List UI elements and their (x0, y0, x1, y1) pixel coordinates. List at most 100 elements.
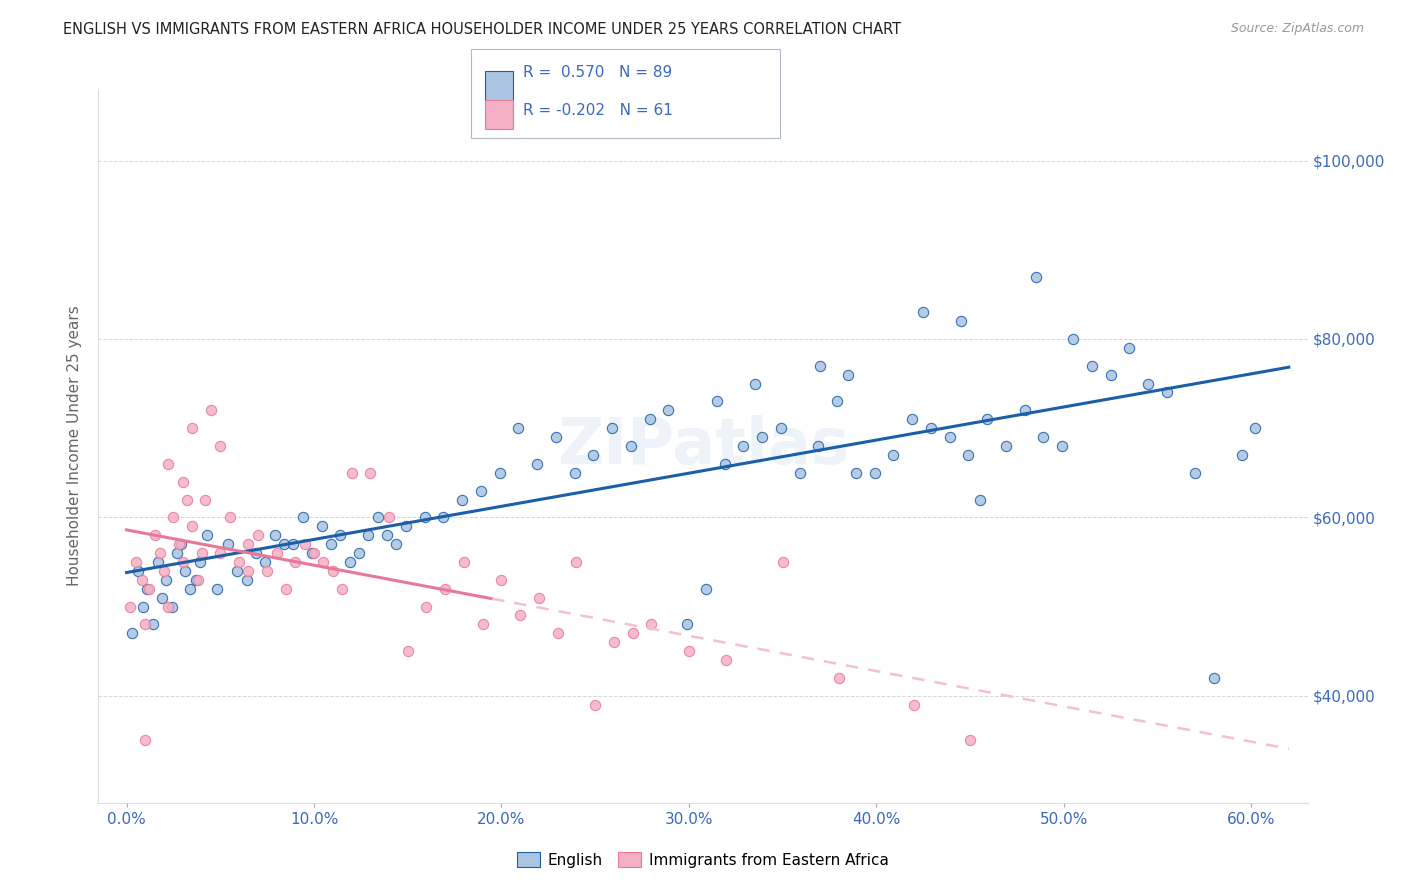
Point (148, 555, 170, 569)
Point (434, 582, 457, 596)
Point (205, 582, 228, 596)
Point (1156, 385, 1178, 400)
Point (957, 448, 980, 462)
Point (294, 537, 316, 551)
Point (359, 466, 381, 480)
Point (172, 555, 194, 569)
Point (825, 394, 848, 409)
Point (375, 528, 398, 542)
Point (744, 376, 766, 391)
Point (155, 573, 177, 587)
Point (238, 564, 260, 578)
Point (733, 439, 755, 453)
Point (1118, 341, 1140, 355)
Point (994, 439, 1017, 453)
Point (194, 492, 217, 507)
Point (396, 644, 419, 658)
Point (716, 653, 738, 667)
Point (143, 528, 166, 542)
Point (166, 546, 188, 560)
Point (509, 608, 531, 623)
Point (132, 599, 155, 614)
Point (1014, 403, 1036, 417)
Point (807, 439, 830, 453)
Point (1081, 359, 1104, 373)
Point (657, 403, 679, 417)
Point (228, 555, 250, 569)
Point (188, 555, 211, 569)
Point (565, 555, 588, 569)
Point (283, 537, 305, 551)
Point (254, 555, 277, 569)
Point (676, 617, 699, 632)
Point (751, 430, 773, 444)
Point (976, 412, 998, 426)
Point (238, 537, 260, 551)
Point (347, 546, 370, 560)
Point (167, 537, 190, 551)
Point (453, 555, 475, 569)
Point (330, 582, 353, 596)
Point (1062, 332, 1084, 346)
Point (432, 510, 454, 524)
Point (291, 510, 314, 524)
Point (582, 448, 605, 462)
Point (120, 599, 142, 614)
Point (150, 591, 173, 605)
Point (828, 671, 851, 685)
Point (162, 510, 184, 524)
Point (882, 448, 904, 462)
Point (156, 457, 179, 471)
Point (319, 537, 342, 551)
Point (769, 421, 792, 435)
Point (413, 510, 436, 524)
Point (156, 599, 179, 614)
Point (789, 466, 811, 480)
Point (378, 510, 401, 524)
Point (547, 626, 569, 640)
Point (1050, 439, 1073, 453)
Point (1099, 368, 1122, 382)
Point (153, 564, 176, 578)
Point (142, 617, 165, 632)
Point (837, 368, 859, 382)
Point (1032, 430, 1054, 444)
Legend: English, Immigrants from Eastern Africa: English, Immigrants from Eastern Africa (512, 846, 894, 873)
Point (181, 519, 204, 533)
Point (1202, 671, 1225, 685)
Point (217, 537, 239, 551)
Point (845, 466, 868, 480)
Point (312, 555, 335, 569)
Point (1230, 448, 1253, 462)
Point (134, 733, 156, 747)
Point (451, 492, 474, 507)
Point (1137, 376, 1160, 391)
Point (134, 617, 156, 632)
Point (263, 528, 285, 542)
Point (301, 546, 323, 560)
Y-axis label: Householder Income Under 25 years: Householder Income Under 25 years (67, 306, 83, 586)
Point (903, 698, 925, 712)
Point (226, 564, 249, 578)
Text: R =  0.570   N = 89: R = 0.570 N = 89 (523, 65, 672, 80)
Point (969, 492, 991, 507)
Point (508, 421, 530, 435)
Point (273, 537, 295, 551)
Point (131, 573, 153, 587)
Point (127, 564, 149, 578)
Point (527, 591, 550, 605)
Point (471, 617, 494, 632)
Point (901, 412, 924, 426)
Point (173, 564, 195, 578)
Point (526, 457, 548, 471)
Point (357, 528, 380, 542)
Point (256, 564, 278, 578)
Text: ZIPatlas: ZIPatlas (557, 415, 849, 477)
Point (959, 733, 981, 747)
Point (678, 644, 700, 658)
Point (125, 555, 148, 569)
Text: Source: ZipAtlas.com: Source: ZipAtlas.com (1230, 22, 1364, 36)
Point (136, 582, 159, 596)
Point (695, 582, 717, 596)
Point (184, 573, 207, 587)
